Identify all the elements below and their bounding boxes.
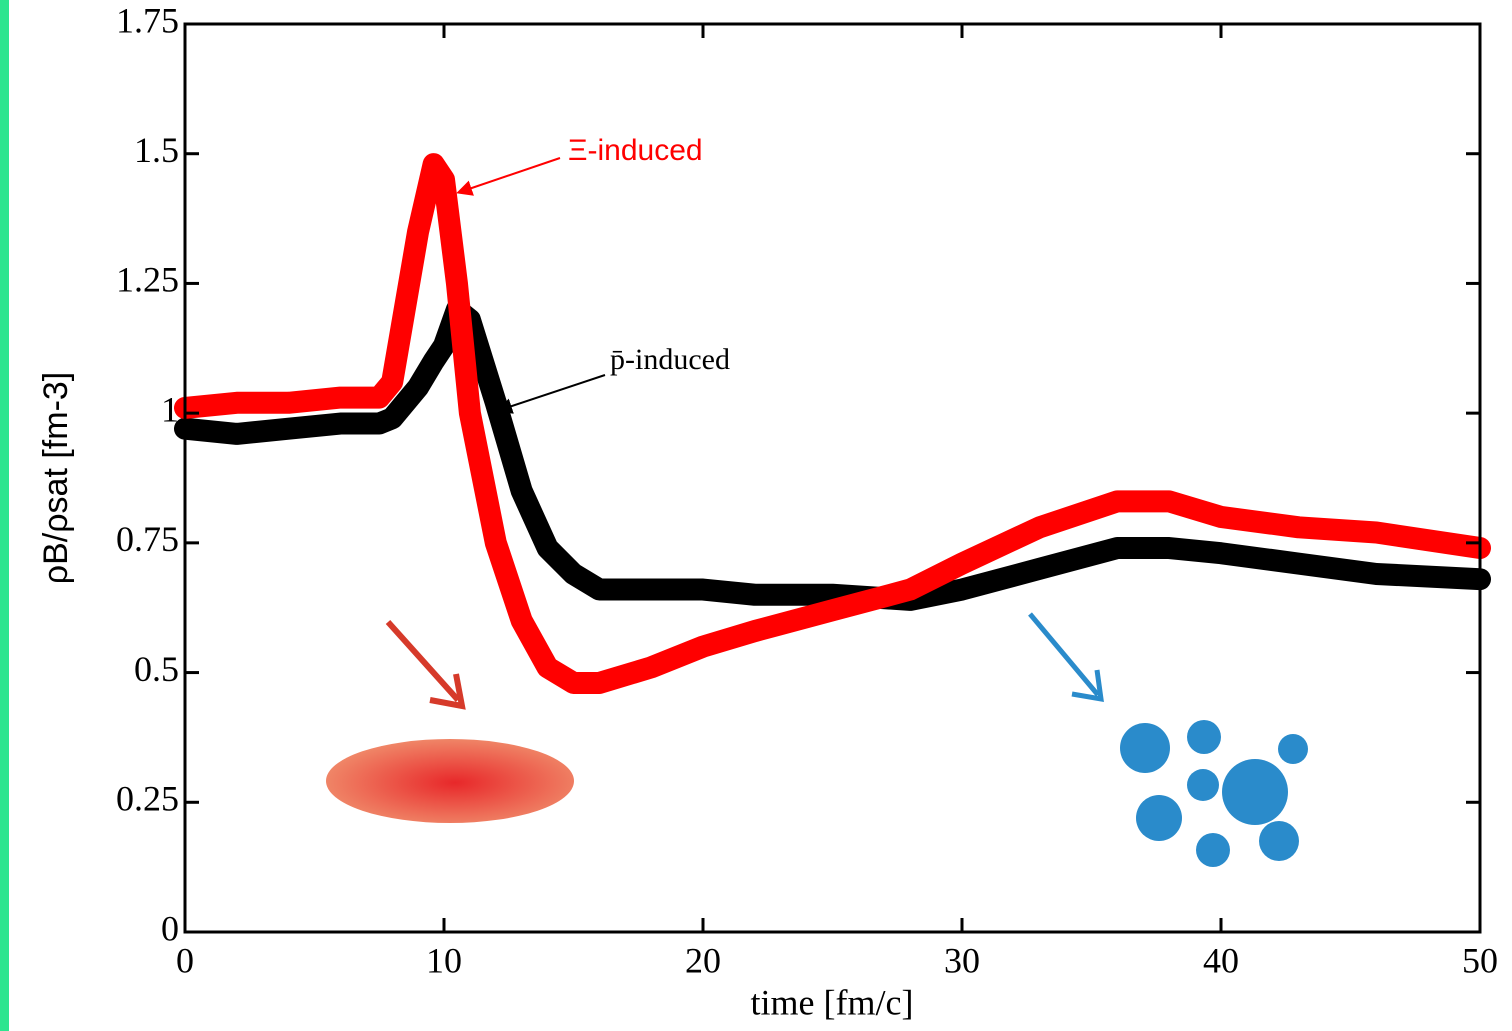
y-tick-label: 1	[161, 389, 179, 429]
x-tick-label: 0	[176, 940, 194, 980]
side-border	[0, 0, 9, 1031]
y-tick-label: 0.5	[134, 649, 179, 689]
x-tick-label: 40	[1203, 940, 1239, 980]
x-tick-label: 50	[1462, 940, 1498, 980]
annotation-arrow	[456, 157, 561, 196]
illustration-arrow-head	[429, 673, 466, 710]
annotation-pbar: p̄-induced	[610, 343, 730, 376]
x-axis-label: time [fm/c]	[751, 982, 914, 1022]
y-tick-label: 0.75	[116, 519, 179, 559]
fireball-illustration	[326, 739, 574, 823]
y-tick-label: 1.5	[134, 130, 179, 170]
series-line	[174, 153, 1491, 694]
illustration-arrow-head	[1071, 669, 1104, 703]
axes-frame	[183, 22, 1482, 934]
y-tick-label: 0	[161, 908, 179, 948]
y-tick-label: 1.25	[116, 260, 179, 300]
x-tick-label: 30	[944, 940, 980, 980]
annotation-xi: Ξ-induced	[568, 134, 703, 167]
y-tick-label: 0.25	[116, 779, 179, 819]
series-line	[174, 298, 1491, 611]
x-tick-label: 10	[426, 940, 462, 980]
x-tick-label: 20	[685, 940, 721, 980]
illustration-arrow	[1028, 612, 1100, 697]
plot-area	[174, 153, 1491, 694]
illustration-arrow	[385, 619, 461, 703]
fragments-illustration	[1120, 720, 1308, 867]
y-tick-label: 1.75	[116, 0, 179, 40]
annotation-arrow	[496, 374, 606, 414]
y-axis-label: ρB/ρsat [fm-3]	[37, 372, 75, 585]
